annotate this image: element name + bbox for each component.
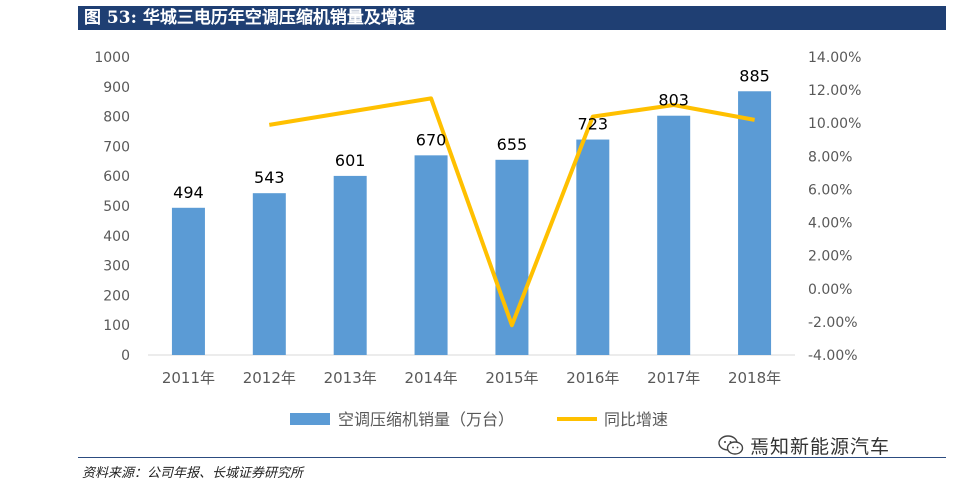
bar-data-label: 655 xyxy=(497,135,528,154)
source-note: 资料来源：公司年报、长城证券研究所 xyxy=(82,466,304,481)
legend-label-line: 同比增速 xyxy=(604,410,668,429)
bar-data-label: 494 xyxy=(173,183,204,202)
y-right-tick-label: 14.00% xyxy=(808,50,861,66)
y-right-tick-label: 12.00% xyxy=(808,83,861,99)
x-tick-label: 2013年 xyxy=(324,369,377,387)
y-left-tick-label: 400 xyxy=(103,229,130,245)
figure-number: 图 53: xyxy=(84,8,137,28)
y-left-tick-label: 700 xyxy=(103,139,130,155)
bar xyxy=(414,155,448,355)
y-left-tick-label: 100 xyxy=(103,318,130,334)
figure-title: 华城三电历年空调压缩机销量及增速 xyxy=(142,8,415,28)
x-tick-label: 2012年 xyxy=(243,369,296,387)
x-tick-label: 2015年 xyxy=(485,369,538,387)
x-tick-label: 2014年 xyxy=(404,369,457,387)
bar xyxy=(252,193,286,355)
bar xyxy=(333,175,367,355)
bar-data-label: 723 xyxy=(578,115,609,134)
y-right-tick-label: 4.00% xyxy=(808,216,852,232)
bar-data-label: 601 xyxy=(335,151,366,170)
y-right-tick-label: 10.00% xyxy=(808,116,861,132)
bar-data-label: 670 xyxy=(416,130,447,149)
x-tick-label: 2016年 xyxy=(566,369,619,387)
bar-data-label: 543 xyxy=(254,168,285,187)
x-tick-label: 2018年 xyxy=(728,369,781,387)
watermark: 焉知新能源汽车 xyxy=(718,430,890,460)
y-right-tick-label: 8.00% xyxy=(808,149,852,165)
y-left-tick-label: 1000 xyxy=(94,50,130,66)
y-right-tick-label: -2.00% xyxy=(808,315,858,331)
bar xyxy=(738,91,772,356)
bar-data-label: 885 xyxy=(739,66,770,85)
y-left-tick-label: 900 xyxy=(103,80,130,96)
legend-label-bar: 空调压缩机销量（万台） xyxy=(338,410,514,429)
x-tick-label: 2017年 xyxy=(647,369,700,387)
y-right-tick-label: -4.00% xyxy=(808,348,858,364)
wechat-icon xyxy=(718,435,744,455)
y-left-tick-label: 500 xyxy=(103,199,130,215)
y-right-tick-label: 2.00% xyxy=(808,249,852,265)
bar xyxy=(576,139,610,355)
y-right-tick-label: 6.00% xyxy=(808,182,852,198)
y-right-tick-label: 0.00% xyxy=(808,282,852,298)
y-left-tick-label: 200 xyxy=(103,288,130,304)
bar-data-label: 803 xyxy=(658,91,689,110)
y-left-tick-label: 0 xyxy=(121,348,130,364)
y-left-tick-label: 300 xyxy=(103,259,130,275)
source-divider xyxy=(78,457,946,458)
y-left-tick-label: 800 xyxy=(103,110,130,126)
x-tick-label: 2011年 xyxy=(162,369,215,387)
y-left-tick-label: 600 xyxy=(103,169,130,185)
bar xyxy=(171,207,205,355)
watermark-text: 焉知新能源汽车 xyxy=(750,435,891,458)
growth-line xyxy=(268,96,755,328)
bar xyxy=(657,115,691,356)
figure-title-bar: 图 53: 华城三电历年空调压缩机销量及增速 xyxy=(78,6,946,30)
legend-swatch-bar xyxy=(290,413,330,425)
